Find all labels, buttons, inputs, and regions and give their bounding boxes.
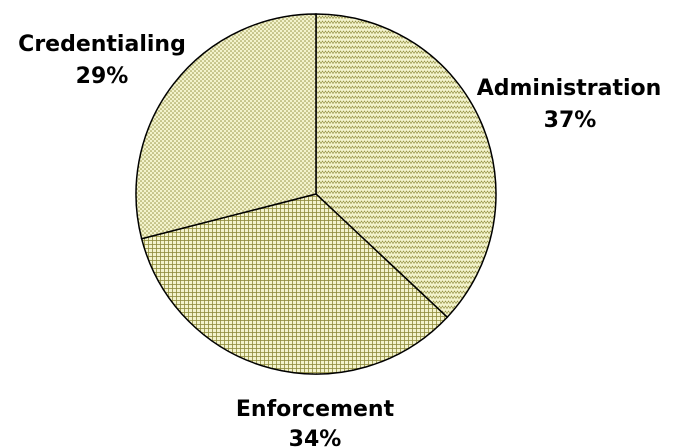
slice-label-credentialing: Credentialing bbox=[18, 32, 186, 57]
slice-value-credentialing: 29% bbox=[76, 64, 129, 89]
pie-slice-credentialing bbox=[135, 13, 317, 240]
pie-slice-administration bbox=[315, 13, 497, 319]
slice-value-administration: 37% bbox=[544, 108, 597, 133]
slice-label-enforcement: Enforcement bbox=[236, 397, 395, 422]
slice-label-administration: Administration bbox=[477, 76, 662, 101]
slice-value-enforcement: 34% bbox=[289, 427, 342, 447]
pie-slice-enforcement bbox=[140, 193, 449, 375]
